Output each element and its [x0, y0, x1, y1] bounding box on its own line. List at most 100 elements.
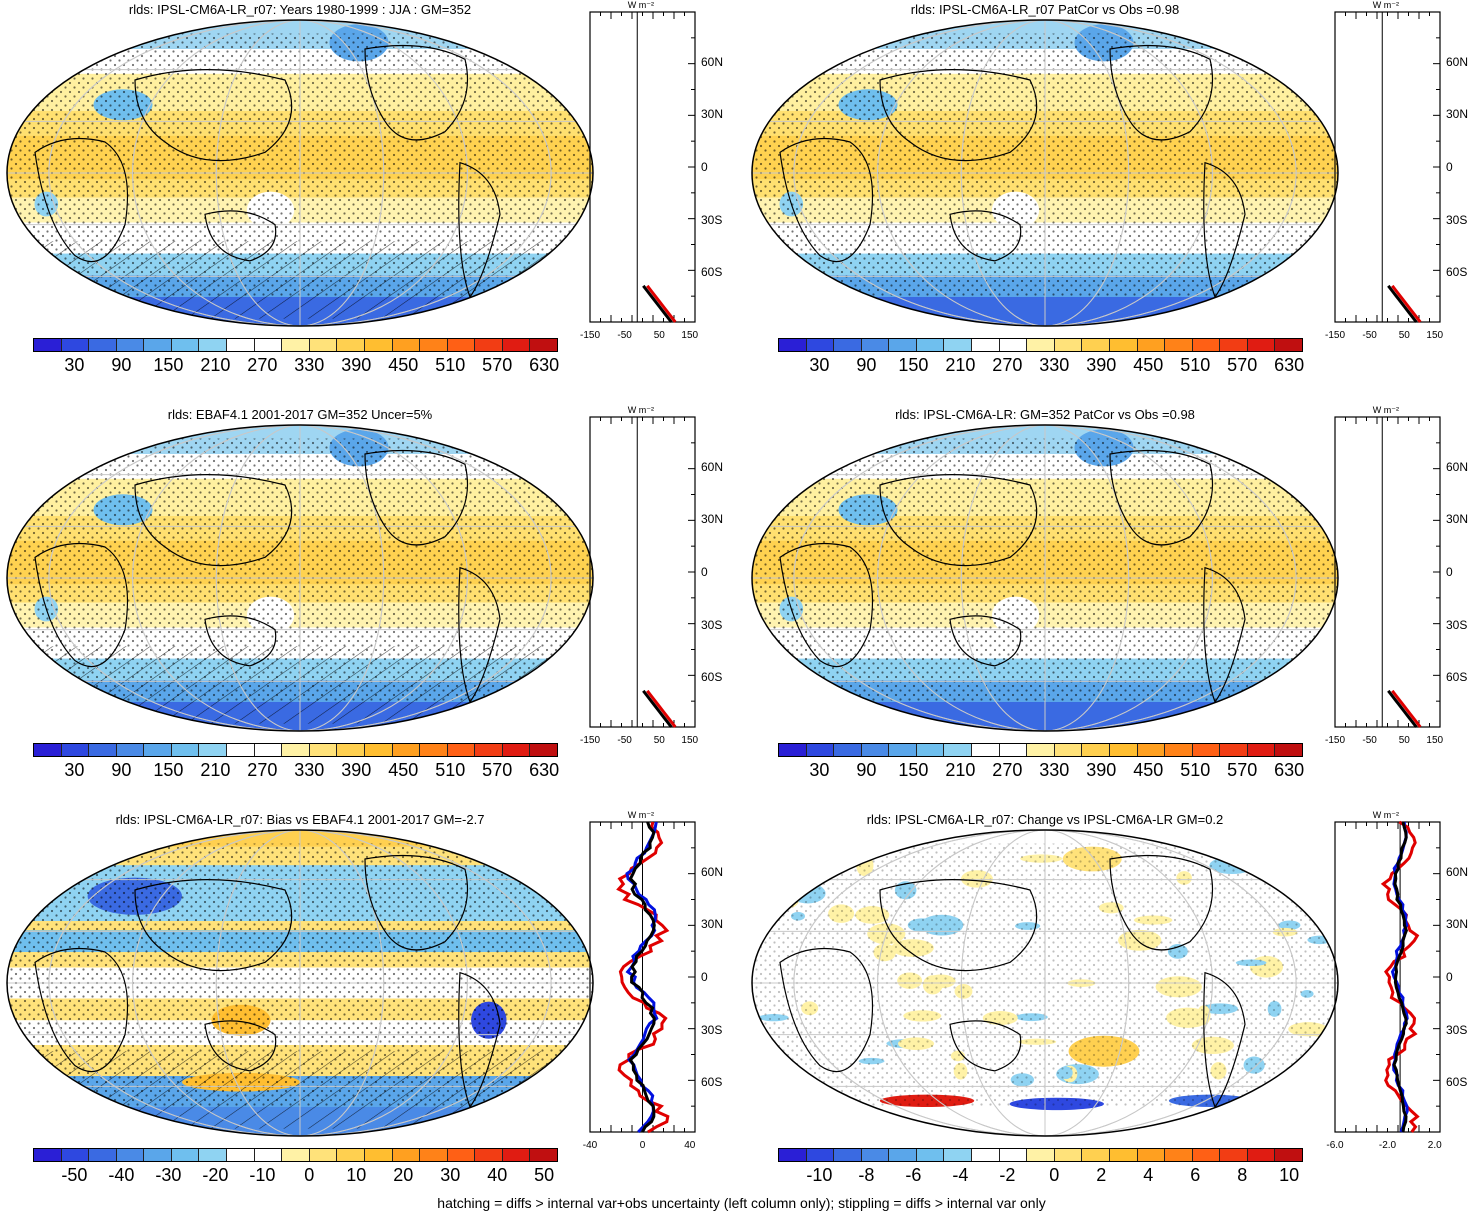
continent-outline	[949, 1020, 1022, 1072]
colorbar-swatch	[171, 339, 200, 351]
colorbar-swatch	[1247, 744, 1276, 756]
colorbar-tick-label: 450	[388, 355, 419, 375]
colorbar-swatch	[999, 1149, 1028, 1161]
colorbar-swatch	[806, 1149, 835, 1161]
colorbar-swatch	[420, 339, 448, 351]
colorbar-tick-label: 150	[153, 760, 184, 780]
profile-x-tick-label: 150	[1426, 735, 1444, 746]
longitude-gridline	[132, 830, 468, 1136]
profile-lat-label: 60S	[701, 670, 723, 685]
panel-ensemble-patcor: rlds: IPSL-CM6A-LR: GM=352 PatCor vs Obs…	[745, 405, 1483, 805]
profile-black-curve	[628, 821, 656, 1133]
colorbar-swatch	[889, 339, 917, 351]
colorbar-tick-label: 0	[1049, 1165, 1060, 1185]
colorbar-swatch	[364, 339, 393, 351]
colorbar-swatch	[144, 339, 172, 351]
continent-outline	[1203, 566, 1246, 704]
profile-lat-label: 30N	[1446, 917, 1469, 932]
continent-outline	[879, 879, 1038, 972]
colorbar-swatch	[834, 744, 862, 756]
continent-outline	[779, 542, 873, 668]
colorbar-swatch	[1192, 339, 1221, 351]
colorbar-tick-label: 10	[346, 1165, 367, 1185]
profile-svg	[1334, 11, 1441, 323]
colorbar-swatch	[171, 744, 200, 756]
colorbar-swatch	[502, 339, 531, 351]
colorbar	[33, 743, 558, 757]
longitude-gridline	[960, 20, 1130, 326]
colorbar-labels: 30 90 150 210 270 330 390 450 510 570 630	[33, 760, 559, 780]
colorbar-swatch	[1220, 744, 1248, 756]
colorbar-tick-label: 150	[898, 760, 929, 780]
profile-red-curve	[1391, 689, 1422, 728]
colorbar-swatch	[282, 1149, 310, 1161]
colorbar-tick-label: 510	[435, 760, 466, 780]
continent-outline	[949, 210, 1022, 262]
profile-x-tick-label: -2.0	[1378, 1140, 1397, 1151]
colorbar-swatch	[89, 339, 117, 351]
colorbar-swatch	[916, 339, 945, 351]
continent-outline	[779, 947, 873, 1073]
colorbar-swatch	[227, 1149, 255, 1161]
colorbar-tick-label: 390	[341, 355, 372, 375]
colorbar-swatch	[116, 1149, 145, 1161]
colorbar-tick-label: 10	[1279, 1165, 1300, 1185]
profile-lat-label: 30N	[701, 107, 724, 122]
colorbar-swatch	[392, 339, 421, 351]
map-svg	[751, 424, 1339, 732]
continent-outline	[879, 69, 1038, 162]
profile-lat-label: 30N	[701, 512, 724, 527]
profile-frame	[589, 11, 696, 323]
profile-black-curve	[1387, 689, 1418, 728]
profile-x-tick-label: -50	[1362, 735, 1377, 746]
colorbar-tick-label: 510	[435, 355, 466, 375]
profile-unit-label: W m⁻²	[627, 810, 655, 820]
robinson-map	[5, 828, 595, 1138]
colorbar-tick-label: 450	[1133, 355, 1164, 375]
profile-x-tick-label: -150	[579, 330, 601, 341]
colorbar-swatch	[1165, 744, 1193, 756]
robinson-map	[5, 423, 595, 733]
colorbar-swatch	[1192, 744, 1221, 756]
colorbar-tick-label: 40	[487, 1165, 508, 1185]
colorbar-swatch	[475, 744, 503, 756]
continent-outline	[1109, 854, 1214, 951]
map-svg	[6, 424, 594, 732]
colorbar-swatch	[806, 339, 835, 351]
profile-lat-label: 60N	[701, 54, 724, 69]
colorbar-swatch	[61, 744, 90, 756]
colorbar-tick-label: 150	[898, 355, 929, 375]
colorbar-swatch	[1220, 339, 1248, 351]
panel-title: rlds: EBAF4.1 2001-2017 GM=352 Uncer=5%	[167, 407, 433, 422]
colorbar-tick-label: 390	[1086, 355, 1117, 375]
colorbar-swatch	[61, 1149, 90, 1161]
colorbar-tick-label: -20	[202, 1165, 229, 1185]
longitude-gridline	[877, 830, 1213, 1136]
zonal-mean-profile	[1334, 820, 1441, 1133]
colorbar-tick-label: 270	[247, 355, 278, 375]
colorbar-tick-label: 210	[945, 760, 976, 780]
profile-lat-label: 0	[1446, 565, 1453, 579]
colorbar-swatch	[861, 339, 890, 351]
colorbar-swatch	[254, 744, 283, 756]
colorbar-tick-label: 90	[111, 760, 132, 780]
map-svg	[6, 829, 594, 1137]
profile-x-tick-label: 50	[653, 330, 665, 341]
profile-svg	[1334, 820, 1441, 1133]
colorbar-swatch	[282, 744, 310, 756]
profile-svg	[589, 416, 696, 728]
colorbar-tick-label: -8	[858, 1165, 875, 1185]
colorbar-tick-label: 630	[1274, 760, 1305, 780]
profile-lat-label: 30S	[701, 1022, 723, 1037]
longitude-gridline	[215, 20, 385, 326]
panel-title: rlds: IPSL-CM6A-LR_r07: Bias vs EBAF4.1 …	[115, 812, 485, 827]
colorbar-tick-label: -40	[108, 1165, 135, 1185]
colorbar-tick-label: 210	[200, 760, 231, 780]
longitude-gridline	[960, 425, 1130, 731]
profile-unit-label: W m⁻²	[1372, 0, 1400, 10]
profile-lat-label: 0	[701, 565, 708, 579]
continent-outline	[134, 879, 293, 972]
colorbar-tick-label: 50	[534, 1165, 555, 1185]
profile-x-tick-label: -150	[1324, 735, 1346, 746]
map-border	[6, 19, 594, 327]
